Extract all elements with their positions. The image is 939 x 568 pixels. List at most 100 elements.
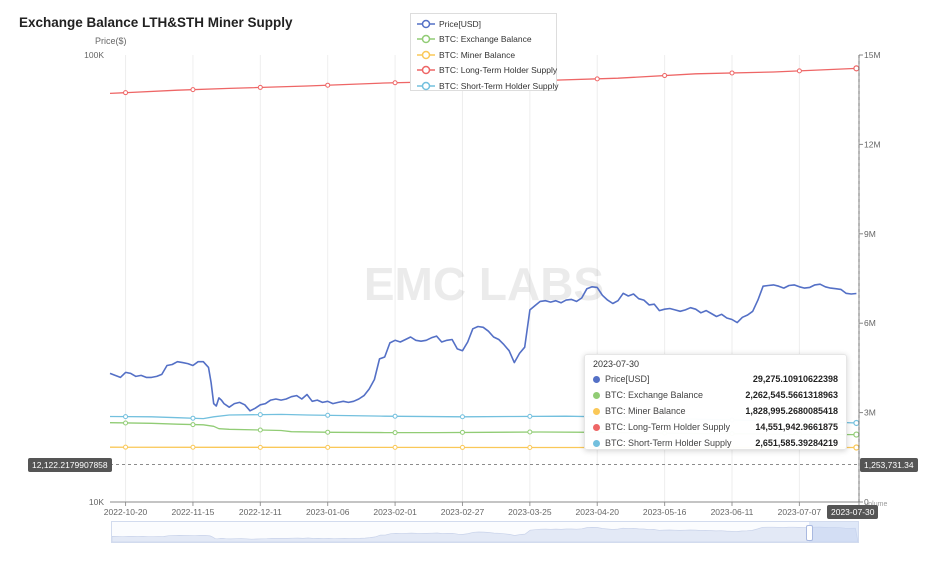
- series-point-highlight: [853, 444, 860, 451]
- y-left-tick-label: 10K: [89, 497, 104, 507]
- legend-marker-icon: [417, 35, 435, 44]
- tooltip-row-miner-balance: BTC: Miner Balance 1,828,995.2680085418: [593, 403, 838, 419]
- series-point: [257, 84, 263, 90]
- series-point: [190, 87, 196, 93]
- series-point: [392, 80, 398, 86]
- watermark-text: EMC LABS: [364, 258, 604, 310]
- series-point-highlight: [853, 431, 860, 438]
- x-tick-label: 2022-10-20: [104, 507, 148, 517]
- legend-item-exchange-balance[interactable]: BTC: Exchange Balance: [417, 32, 550, 48]
- tooltip-row-long-term-holder: BTC: Long-Term Holder Supply 14,551,942.…: [593, 419, 838, 435]
- series-point: [325, 444, 331, 450]
- x-tick-label: 2022-12-11: [239, 507, 282, 517]
- tooltip-dot-icon: [593, 391, 600, 399]
- data-zoom-slider[interactable]: [111, 521, 859, 543]
- y-right-tick-label: 3M: [864, 408, 876, 418]
- tooltip-series-name: BTC: Long-Term Holder Supply: [605, 422, 731, 432]
- series-point: [729, 70, 735, 76]
- series-point: [392, 430, 398, 436]
- tooltip-dot-icon: [593, 375, 600, 383]
- legend-item-long-term-holder[interactable]: BTC: Long-Term Holder Supply: [417, 63, 557, 79]
- series-line-price-usd-: [109, 283, 857, 412]
- axis-pointer: [110, 55, 860, 502]
- tooltip-row-exchange-balance: BTC: Exchange Balance 2,262,545.56613189…: [593, 387, 838, 403]
- legend-marker-icon: [417, 50, 435, 59]
- tooltip-dot-icon: [593, 439, 600, 447]
- series-point: [123, 444, 129, 450]
- tooltip-series-value: 2,262,545.5661318963: [745, 390, 838, 400]
- y-right-tick-label: 0: [864, 497, 869, 507]
- y-right-tick-label: 12M: [864, 139, 881, 149]
- tooltip-date: 2023-07-30: [593, 359, 640, 369]
- series-point: [257, 412, 263, 418]
- y-right-tick-label: 15M: [864, 50, 881, 60]
- series-point: [325, 412, 331, 418]
- series-point: [257, 444, 263, 450]
- slider-data-shadow: [111, 526, 859, 543]
- y-left-unit-label: Price($): [95, 36, 127, 46]
- legend-label: Price[USD]: [439, 18, 482, 29]
- x-tick-label: 2023-03-25: [508, 507, 552, 517]
- axis-pointer-x-label: 2023-07-30: [827, 505, 879, 519]
- x-tick-label: 2023-05-16: [643, 507, 687, 517]
- grid-lines: [125, 55, 800, 502]
- x-tick-label: 2023-02-27: [441, 507, 485, 517]
- x-tick-label: 2023-04-20: [575, 507, 619, 517]
- tooltip-series-name: BTC: Exchange Balance: [605, 390, 704, 400]
- slider-preview: [111, 522, 859, 543]
- series-point: [392, 444, 398, 450]
- y-right-unit-label: Volume: [864, 501, 887, 508]
- series-point: [459, 414, 465, 420]
- series-point: [190, 444, 196, 450]
- legend-item-short-term-holder[interactable]: BTC: Short-Term Holder Supply: [417, 78, 559, 94]
- legend-item-miner-balance[interactable]: BTC: Miner Balance: [417, 47, 550, 63]
- series-point: [325, 429, 331, 435]
- legend-item-price[interactable]: Price[USD]: [417, 16, 550, 32]
- legend-label: BTC: Miner Balance: [439, 49, 516, 60]
- axis-pointer-left-label: 12,122.2179907858: [28, 458, 112, 472]
- tooltip-series-value: 14,551,942.9661875: [755, 422, 838, 432]
- series-point: [190, 415, 196, 421]
- series-point: [123, 420, 129, 426]
- series-point: [796, 68, 802, 74]
- x-tick-label: 2023-07-07: [778, 507, 822, 517]
- tooltip-series-value: 2,651,585.39284219: [755, 438, 838, 448]
- series-point-highlight: [853, 419, 860, 427]
- x-tick-label: 2023-06-11: [711, 507, 754, 517]
- slider-handle-left[interactable]: [806, 525, 813, 541]
- series-point: [527, 444, 533, 450]
- series-point: [123, 90, 129, 96]
- legend: Price[USD] BTC: Exchange Balance BTC: Mi…: [410, 13, 559, 94]
- tooltip-series-value: 29,275.10910622398: [752, 374, 838, 384]
- series-point: [527, 413, 533, 419]
- series-point: [392, 413, 398, 419]
- series-point: [325, 82, 331, 88]
- series-point: [527, 429, 533, 435]
- series-point: [123, 414, 129, 420]
- tooltip-row-short-term-holder: BTC: Short-Term Holder Supply 2,651,585.…: [593, 435, 838, 451]
- series-point: [594, 76, 600, 82]
- y-right-tick-label: 9M: [864, 229, 876, 239]
- tooltip-dot-icon: [593, 407, 600, 415]
- x-tick-label: 2023-02-01: [373, 507, 417, 517]
- tooltip-series-name: BTC: Short-Term Holder Supply: [605, 438, 732, 448]
- tooltip-row-price: Price[USD] 29,275.10910622398: [593, 371, 838, 387]
- chart-title: Exchange Balance LTH&STH Miner Supply: [19, 15, 293, 30]
- axis-pointer-right-label: 1,253,731.34: [860, 458, 918, 472]
- x-tick-label: 2022-11-15: [172, 507, 215, 517]
- legend-label: BTC: Short-Term Holder Supply: [439, 80, 559, 91]
- series-point: [459, 429, 465, 435]
- tooltip-series-value: 1,828,995.2680085418: [745, 406, 838, 416]
- series-point: [459, 444, 465, 450]
- legend-label: BTC: Exchange Balance: [439, 34, 532, 45]
- legend-marker-icon: [417, 81, 435, 90]
- tooltip: 2023-07-30 Price[USD] 29,275.10910622398…: [584, 354, 847, 450]
- tooltip-series-name: Price[USD]: [605, 374, 650, 384]
- slider-selected-range: [809, 522, 858, 542]
- legend-label: BTC: Long-Term Holder Supply: [439, 65, 558, 76]
- series-point: [662, 73, 668, 79]
- x-tick-label: 2023-01-06: [306, 507, 350, 517]
- legend-marker-icon: [417, 19, 435, 28]
- series-point: [190, 422, 196, 428]
- tooltip-series-name: BTC: Miner Balance: [605, 406, 686, 416]
